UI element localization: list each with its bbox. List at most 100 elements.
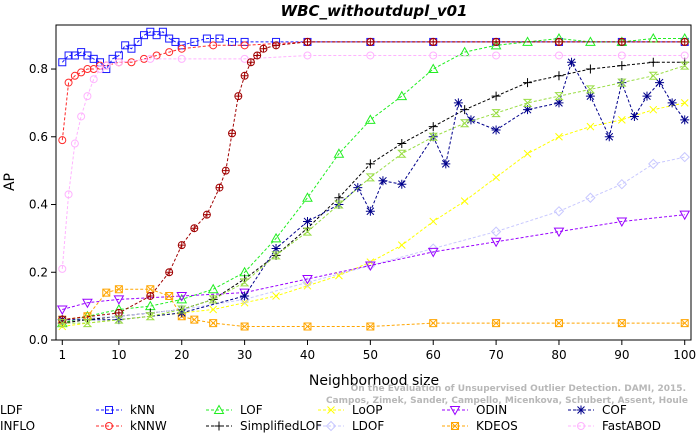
data-point-cof [378,176,388,186]
x-tick-label: 100 [673,348,696,362]
data-point-odin [365,261,376,272]
series-inflo [57,61,690,328]
data-point-ldf [240,71,249,80]
legend-label: kNNW [130,419,167,433]
x-tick-label: 90 [614,348,629,362]
legend-item-knnw: kNNW [96,419,167,433]
data-point-fastabod [617,51,626,60]
data-point-fastabod [146,54,155,63]
data-point-simplifiedlof [397,139,407,149]
data-point-fastabod [102,61,111,70]
data-point-fastabod [70,139,79,148]
x-tick-label: 20 [174,348,189,362]
data-point-knnw [70,71,79,80]
data-point-kdeos [680,319,689,328]
legend-item-lof: LOF [206,403,263,417]
data-point-knnw [165,48,174,57]
series-line-inflo [62,65,685,324]
data-point-cof [585,91,595,101]
data-point-knnw [58,136,67,145]
data-point-cof [441,159,451,169]
data-point-inflo [680,61,690,70]
data-point-kdeos [429,319,438,328]
data-point-cof [491,125,501,135]
data-point-odin [616,217,628,227]
legend-marker [327,406,335,414]
y-tick-label: 0.0 [29,333,48,347]
y-tick-label: 0.4 [29,198,48,212]
legend-item-ldof: LDOF [318,419,384,433]
data-point-inflo [114,315,124,324]
data-point-simplifiedlof [648,57,658,67]
data-point-knn [190,37,199,46]
legend-marker [325,420,337,432]
data-point-kdeos [366,322,375,331]
data-point-kdeos [209,319,218,328]
legend-label: SimplifiedLOF [240,419,322,433]
data-point-odin [427,247,439,258]
data-point-kdeos [303,322,312,331]
x-tick-label: 70 [488,348,503,362]
series-line-knn [61,31,685,70]
data-point-fastabod [554,51,563,60]
data-point-knn [158,27,167,36]
data-point-fastabod [177,54,186,63]
data-point-knn [133,37,142,46]
watermark-line-1: Campos, Zimek, Sander, Campello, Micenko… [326,396,688,406]
legend-label: FastABOD [602,419,661,433]
data-point-kdeos [165,291,174,300]
data-point-kdeos [190,315,199,324]
data-point-ldf [202,210,211,219]
data-point-inflo [177,305,187,314]
data-point-fastabod [492,51,501,60]
data-point-loop [460,197,469,205]
legend-label: COF [602,403,627,417]
data-point-knnw [240,41,249,50]
data-point-ldf [259,44,268,53]
legend-item-loop: LoOP [318,403,383,417]
legend-marker [577,422,585,430]
y-axis: 0.0 0.2 0.4 0.6 0.8 [29,62,56,347]
legend-marker [105,422,113,430]
data-point-knnw [152,51,161,60]
data-point-odin [553,227,565,238]
data-point-inflo [365,173,376,182]
series-knn [58,27,689,74]
data-point-lof [333,148,345,158]
data-point-ldf [680,37,689,46]
data-point-ldof [428,243,439,254]
data-point-knnw [77,68,86,77]
data-point-ldf [303,37,312,46]
legend-label: INFLO [0,419,35,433]
data-point-loop [523,149,532,158]
data-point-inflo [208,295,218,304]
data-point-fastabod [96,65,105,74]
legend-item-fastabod: FastABOD [568,419,661,433]
x-tick-label: 10 [111,348,126,362]
y-tick-label: 0.2 [29,265,48,279]
data-point-cof [523,105,533,115]
series-kdeos [58,285,689,331]
data-point-cof [453,98,463,108]
data-point-odin [113,295,125,305]
data-point-loop [272,292,280,300]
data-point-fastabod [680,51,689,60]
legend-label: kNN [130,403,155,417]
data-point-lof [302,192,313,202]
x-tick-label: 40 [300,348,315,362]
data-point-inflo [585,85,596,94]
data-point-ldf [221,166,230,175]
data-point-inflo [145,312,156,321]
legend-label: ODIN [476,403,507,417]
data-point-simplifiedlof [365,159,375,169]
data-point-ldf [272,41,281,50]
data-point-inflo [491,109,501,118]
legend-label: KDEOS [476,419,518,433]
data-point-ldof [239,294,250,305]
legend-item-inflo: INFLO [0,419,35,433]
data-point-knnw [64,78,73,87]
data-point-simplifiedlof [523,78,533,88]
data-point-knnw [140,54,149,63]
data-point-loop [555,132,563,141]
legend-label: LoOP [352,403,383,417]
